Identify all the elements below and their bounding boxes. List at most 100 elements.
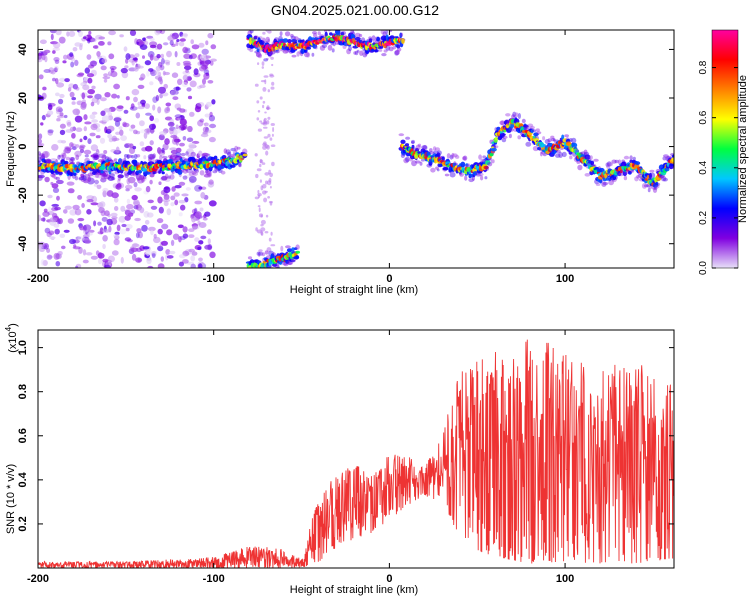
noise-speckle	[143, 155, 147, 160]
ridge-cell	[459, 172, 462, 176]
noise-speckle	[257, 110, 261, 113]
noise-speckle	[260, 227, 266, 232]
ridge-cell	[555, 153, 561, 158]
ridge-cell	[636, 174, 640, 179]
noise-speckle	[149, 140, 154, 146]
noise-speckle	[167, 121, 175, 127]
ridge-cell	[452, 162, 457, 167]
ridge-cell	[220, 170, 226, 175]
y-tick-label: 20	[17, 92, 29, 104]
ridge-cell	[496, 126, 501, 131]
noise-speckle	[59, 233, 66, 238]
noise-speckle	[186, 148, 194, 155]
ridge-cell	[472, 171, 478, 176]
y-tick-label: 0	[17, 144, 29, 150]
noise-speckle	[100, 65, 107, 71]
noise-speckle	[256, 117, 260, 121]
ridge-cell	[432, 146, 437, 152]
noise-speckle	[144, 103, 150, 109]
ridge-cell	[262, 37, 266, 43]
noise-speckle	[39, 247, 45, 252]
noise-speckle	[51, 144, 59, 151]
ridge-cell	[441, 156, 445, 161]
noise-speckle	[133, 129, 138, 135]
ridge-cell	[55, 176, 60, 181]
noise-speckle	[208, 179, 214, 185]
noise-speckle	[165, 249, 171, 255]
noise-speckle	[156, 54, 161, 59]
noise-speckle	[200, 235, 207, 240]
ridge-cell	[75, 154, 80, 161]
noise-speckle	[188, 228, 195, 233]
noise-speckle	[140, 99, 146, 105]
noise-speckle	[110, 149, 117, 153]
ridge-cell	[454, 155, 460, 159]
noise-speckle	[184, 174, 191, 179]
noise-speckle	[200, 192, 206, 199]
noise-speckle	[182, 136, 187, 141]
noise-speckle	[120, 135, 127, 142]
noise-speckle	[154, 118, 160, 123]
noise-speckle	[91, 85, 96, 90]
ridge-cell	[117, 175, 122, 181]
noise-speckle	[39, 200, 46, 207]
ridge-cell	[276, 47, 281, 54]
noise-speckle	[111, 250, 119, 256]
ridge-cell	[327, 30, 331, 32]
ridge-cell	[257, 251, 264, 256]
noise-speckle	[91, 111, 98, 115]
ridge-cell	[368, 38, 373, 43]
noise-speckle	[38, 53, 43, 60]
noise-speckle	[148, 157, 153, 162]
ridge-cell	[321, 44, 327, 48]
noise-speckle	[259, 120, 263, 123]
noise-speckle	[260, 80, 266, 83]
noise-speckle	[265, 180, 268, 185]
ridge-cell	[287, 39, 292, 44]
noise-speckle	[67, 87, 72, 92]
noise-speckle	[262, 142, 267, 147]
ridge-cell	[532, 145, 539, 152]
ridge-cell	[259, 40, 265, 45]
ridge-cell	[65, 156, 71, 161]
ridge-cell	[509, 128, 514, 132]
noise-speckle	[111, 135, 118, 142]
noise-speckle	[258, 207, 261, 213]
noise-speckle	[189, 80, 197, 88]
ridge-cell	[177, 168, 183, 175]
ridge-cell	[595, 183, 601, 187]
noise-speckle	[127, 176, 136, 184]
noise-speckle	[197, 85, 202, 90]
ridge-cell	[141, 177, 145, 183]
noise-speckle	[51, 183, 59, 189]
noise-speckle	[137, 177, 144, 184]
ridge-cell	[552, 138, 556, 142]
noise-speckle	[162, 198, 171, 203]
noise-speckle	[38, 214, 42, 222]
noise-speckle	[152, 104, 156, 111]
snr-y-scale-factor: (x104)	[4, 323, 19, 353]
noise-speckle	[80, 173, 85, 178]
noise-speckle	[133, 106, 138, 111]
ridge-cell	[169, 174, 175, 180]
noise-speckle	[83, 135, 88, 141]
noise-speckle	[161, 147, 165, 153]
noise-speckle	[101, 115, 110, 123]
noise-speckle	[257, 205, 261, 208]
noise-speckle	[263, 117, 267, 122]
noise-speckle	[102, 235, 108, 242]
noise-speckle	[129, 128, 134, 132]
ridge-cell	[285, 259, 290, 264]
ridge-cell	[539, 151, 543, 157]
ridge-cell	[489, 152, 494, 157]
noise-speckle	[40, 122, 44, 126]
noise-speckle	[42, 260, 48, 266]
noise-speckle	[263, 136, 269, 139]
ridge-cell	[348, 45, 352, 52]
y-tick-label: 0.6	[17, 428, 29, 443]
noise-speckle	[182, 70, 191, 76]
ridge-cell	[330, 24, 333, 30]
noise-speckle	[108, 30, 116, 36]
noise-speckle	[82, 249, 87, 256]
ridge-cell	[289, 259, 296, 263]
